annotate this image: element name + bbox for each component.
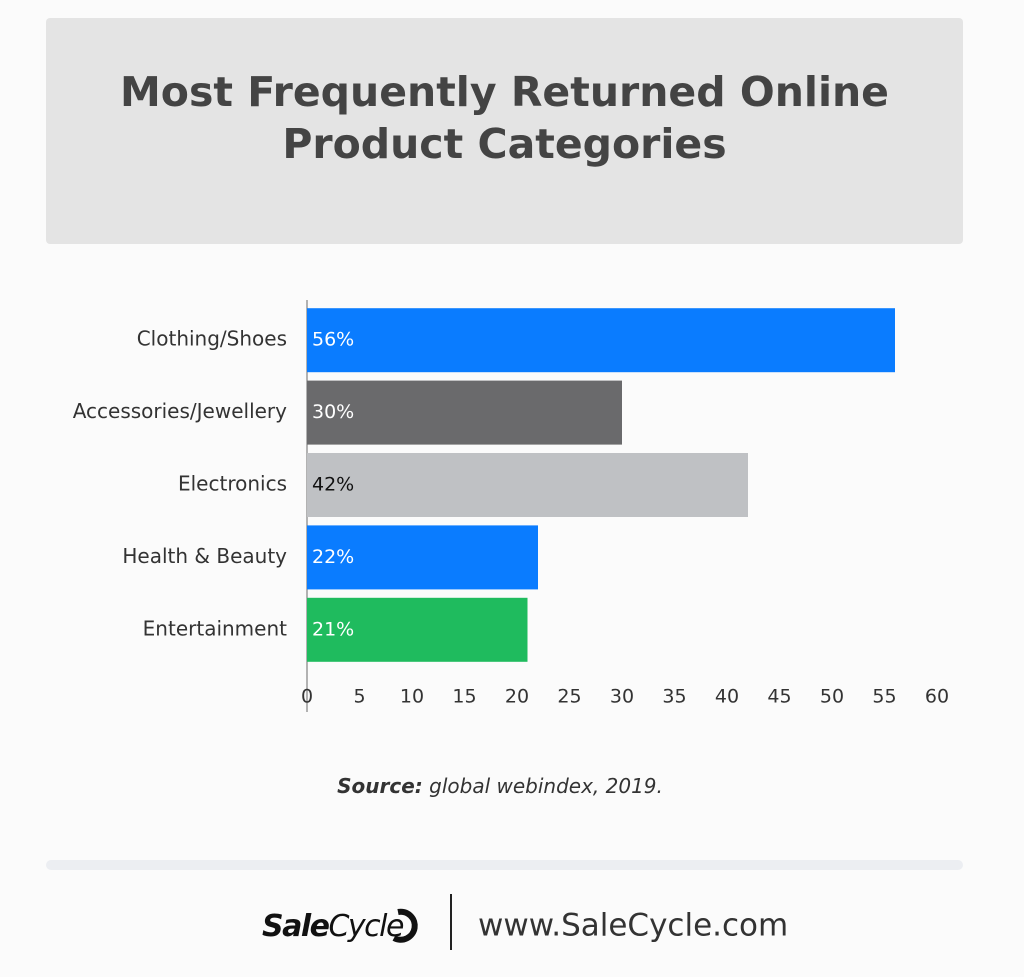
bar (307, 308, 895, 373)
x-tick-label: 20 (505, 686, 529, 708)
brand: SaleCycle (262, 909, 404, 944)
brand-light: Cycle (328, 909, 404, 944)
x-tick-label: 60 (925, 686, 949, 708)
source-text: global webindex, 2019. (429, 774, 663, 798)
brand-bold: Sale (262, 909, 330, 944)
divider (46, 860, 963, 870)
source: Source: global webindex, 2019. (337, 774, 663, 798)
x-tick-label: 50 (820, 686, 844, 708)
category-label: Accessories/Jewellery (73, 399, 287, 423)
value-label: 30% (312, 401, 354, 423)
x-tick-label: 40 (715, 686, 739, 708)
category-label: Health & Beauty (122, 544, 287, 568)
value-label: 21% (312, 618, 354, 640)
chart-title: Most Frequently Returned Online Product … (120, 68, 889, 168)
logo-swirl (392, 908, 418, 943)
x-tick-label: 25 (557, 686, 581, 708)
x-tick-label: 30 (610, 686, 634, 708)
x-tick-label: 5 (353, 686, 365, 708)
x-tick-label: 55 (872, 686, 896, 708)
bar (307, 597, 528, 662)
title-box: Most Frequently Returned Online Product … (46, 18, 963, 244)
x-tick-label: 0 (301, 686, 313, 708)
category-label: Electronics (178, 472, 287, 496)
category-label: Entertainment (143, 616, 287, 640)
x-tick-label: 45 (767, 686, 791, 708)
value-label: 22% (312, 546, 354, 568)
category-label: Clothing/Shoes (137, 327, 287, 351)
bar (307, 380, 622, 445)
bar (307, 525, 538, 590)
value-label: 42% (312, 474, 354, 496)
bar (307, 453, 748, 517)
x-tick-label: 35 (662, 686, 686, 708)
value-label: 56% (312, 329, 354, 351)
source-label: Source: (337, 774, 423, 798)
x-tick-label: 10 (400, 686, 424, 708)
footer-url: www.SaleCycle.com (478, 908, 788, 944)
x-tick-label: 15 (452, 686, 476, 708)
